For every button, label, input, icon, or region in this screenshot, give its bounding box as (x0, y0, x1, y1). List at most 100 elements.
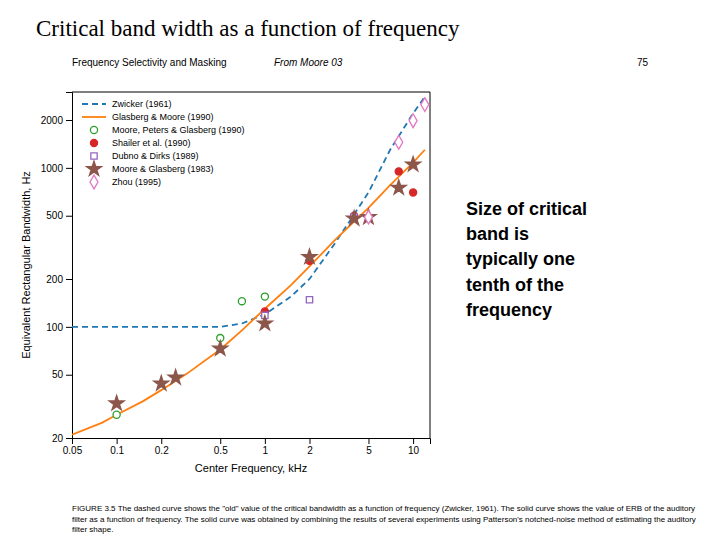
annotation-line: tenth of the (466, 275, 564, 295)
y-axis-title: Equivalent Rectangular Bandwidth, Hz (20, 171, 32, 359)
x-axis-line (73, 439, 431, 445)
legend-label: Zwicker (1961) (112, 99, 172, 109)
subtitle: Frequency Selectivity and Masking (72, 57, 227, 68)
y-tick: 200 (46, 274, 72, 285)
chart: Critical band width as a function of fre… (0, 0, 720, 540)
series-line (72, 150, 425, 435)
legend-item: Zwicker (1961) (82, 99, 172, 109)
plot-frame-right (430, 92, 431, 438)
x-tick-label: 0.05 (63, 445, 83, 456)
legend-item: Moore, Peters & Glasberg (1990) (90, 125, 244, 135)
legend-label: Moore & Glasberg (1983) (112, 164, 214, 174)
title: Critical band width as a function of fre… (36, 16, 460, 41)
annotation-line: typically one (466, 249, 575, 269)
data-point (361, 209, 376, 223)
data-point (391, 180, 406, 194)
legend-label: Zhou (1995) (112, 177, 161, 187)
y-tick-mark (66, 327, 72, 328)
data-point (395, 168, 402, 175)
x-tick: 10 (408, 438, 420, 456)
data-point (347, 211, 362, 225)
data-point (261, 293, 268, 300)
x-tick-mark (117, 438, 118, 444)
page-number: 75 (637, 57, 649, 68)
legend-label: Glasberg & Moore (1990) (112, 112, 214, 122)
data-point (410, 189, 417, 196)
legend-swatch (86, 161, 101, 175)
x-axis: 0.05 0.1 0.2 0.5 1 2 5 10 (63, 438, 431, 456)
data-point (257, 316, 272, 330)
x-tick-mark (265, 438, 266, 444)
data-point (364, 210, 372, 224)
x-axis-title: Center Frequency, kHz (195, 462, 307, 474)
x-tick: 0.2 (155, 438, 169, 456)
data-point (395, 135, 403, 149)
legend-swatch (90, 126, 97, 133)
data-point (109, 396, 124, 410)
x-tick-label: 1 (263, 445, 269, 456)
legend: Zwicker (1961) Glasberg & Moore (1990) Moo… (82, 99, 245, 189)
y-tick-mark (66, 120, 72, 121)
legend-label: Moore, Peters & Glasberg (1990) (112, 125, 245, 135)
data-point (113, 411, 120, 418)
annotation-line: Size of critical (466, 199, 587, 219)
legend-item: Moore & Glasberg (1983) (86, 161, 213, 175)
x-tick-mark (413, 438, 414, 444)
y-tick: 500 (46, 210, 72, 221)
x-tick-label: 0.2 (155, 445, 169, 456)
legend-label: Shailer et al. (1990) (112, 138, 191, 148)
x-tick-mark (309, 438, 310, 444)
legend-item: Dubno & Dirks (1989) (91, 151, 199, 161)
x-tick: 0.1 (110, 438, 124, 456)
y-tick-label: 1000 (41, 163, 64, 174)
caption-line: FIGURE 3.5 The dashed curve shows the "o… (72, 504, 695, 513)
plot-frame-top (72, 92, 430, 93)
data-point (306, 297, 312, 303)
x-tick-label: 2 (307, 445, 313, 456)
y-tick-mark (66, 438, 72, 439)
legend-swatch (90, 139, 97, 146)
x-tick: 0.5 (214, 438, 228, 456)
legend-item: Glasberg & Moore (1990) (82, 112, 214, 122)
x-tick-mark (220, 438, 221, 444)
annotation-line: band is (466, 224, 529, 244)
plot-area (72, 97, 429, 435)
legend-swatch (91, 153, 97, 159)
y-tick-mark (66, 216, 72, 217)
y-tick-label: 100 (46, 322, 63, 333)
legend-item: Zhou (1995) (90, 175, 161, 189)
data-point (302, 249, 317, 263)
annotation: Size of critical band is typically one tent… (466, 199, 587, 320)
y-tick: 100 (46, 322, 72, 333)
y-tick-mark (66, 375, 72, 376)
data-point (406, 157, 421, 171)
legend-swatch (82, 103, 106, 105)
legend-item: Shailer et al. (1990) (90, 138, 190, 148)
y-tick-mark (66, 168, 72, 169)
x-tick-mark (161, 438, 162, 444)
y-tick-mark (66, 279, 72, 280)
legend-swatch (82, 116, 106, 118)
y-tick-label: 500 (46, 210, 63, 221)
y-tick-label: 20 (52, 433, 64, 444)
y-tick-label: 2000 (41, 115, 64, 126)
y-tick: 20 (52, 433, 72, 444)
caption-line: filter as a function of frequency. The s… (72, 515, 696, 524)
y-tick-label: 50 (52, 369, 64, 380)
x-tick: 1 (263, 438, 269, 456)
legend-swatch (90, 175, 98, 189)
x-tick: 5 (366, 438, 372, 456)
caption-line: filter shape. (72, 525, 113, 534)
y-tick: 50 (52, 369, 72, 380)
data-point (238, 298, 245, 305)
data-point (213, 341, 228, 355)
y-tick: 2000 (41, 115, 72, 126)
x-tick-label: 0.1 (110, 445, 124, 456)
annotation-line: frequency (466, 300, 552, 320)
y-tick-label: 200 (46, 274, 63, 285)
x-tick-label: 0.5 (214, 445, 228, 456)
legend-label: Dubno & Dirks (1989) (112, 151, 199, 161)
data-point (154, 376, 169, 390)
data-point (409, 114, 417, 128)
data-point (168, 370, 183, 384)
